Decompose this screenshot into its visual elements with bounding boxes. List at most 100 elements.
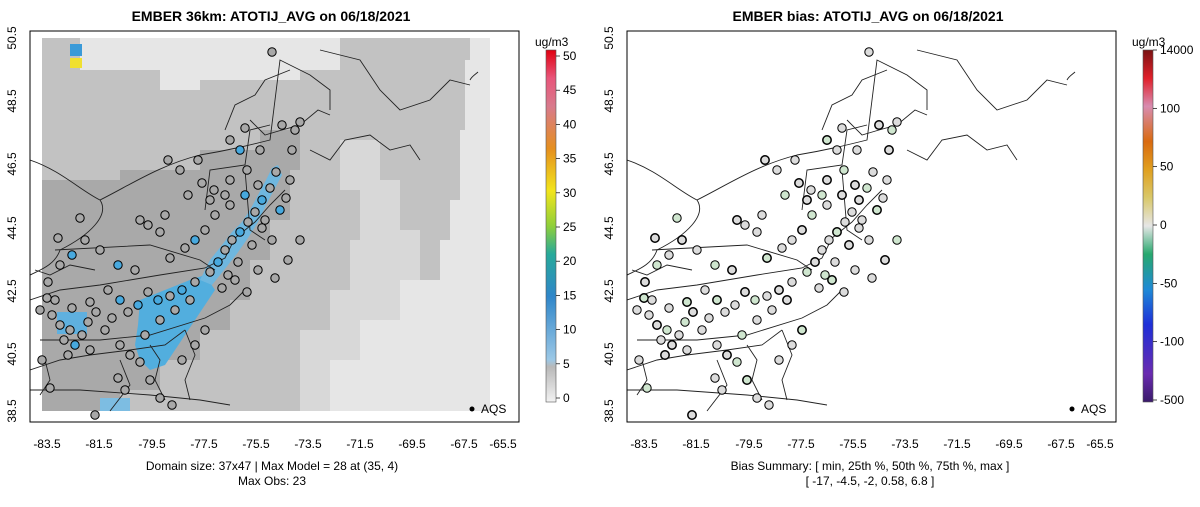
aqs-station-marker (160, 210, 170, 220)
left-map-panel: EMBER 36km: ATOTIJ_AVG on 06/18/2021 (5, 8, 577, 488)
aqs-station-marker (103, 285, 113, 295)
y-tick-label: 46.5 (5, 152, 19, 176)
y-tick-label: 48.5 (5, 89, 19, 113)
x-tick-label: -69.5 (995, 437, 1023, 451)
aqs-bias-marker (790, 155, 800, 165)
left-map-frame (29, 30, 520, 423)
aqs-station-marker (285, 175, 295, 185)
aqs-bias-marker (850, 180, 860, 190)
aqs-station-marker (242, 165, 252, 175)
aqs-station-marker (190, 235, 200, 245)
aqs-station-marker (107, 313, 117, 323)
aqs-bias-marker (892, 117, 902, 127)
aqs-station-marker (240, 123, 250, 133)
aqs-station-marker (145, 375, 155, 385)
aqs-station-marker (287, 145, 297, 155)
aqs-station-marker (243, 217, 253, 227)
aqs-bias-marker (764, 400, 774, 410)
aqs-bias-marker (827, 275, 837, 285)
aqs-bias-marker (632, 305, 642, 315)
x-tick-label: -77.5 (190, 437, 218, 451)
aqs-bias-marker (864, 235, 874, 245)
aqs-bias-marker (817, 245, 827, 255)
aqs-bias-marker (737, 330, 747, 340)
aqs-bias-marker (730, 300, 740, 310)
aqs-station-marker (260, 215, 270, 225)
aqs-bias-marker (780, 190, 790, 200)
colorbar-tick-label: -100 (1160, 335, 1184, 349)
aqs-station-marker (230, 275, 240, 285)
colorbar-tick-label: 0 (563, 391, 570, 405)
aqs-station-marker (47, 310, 57, 320)
colorbar-tick-label: -50 (1160, 276, 1178, 290)
aqs-bias-marker (820, 270, 830, 280)
aqs-bias-marker (824, 235, 834, 245)
aqs-bias-marker (680, 317, 690, 327)
aqs-station-marker (140, 330, 150, 340)
boundaries (30, 49, 479, 412)
aqs-station-marker (85, 297, 95, 307)
aqs-station-marker (197, 178, 207, 188)
aqs-bias-marker (710, 260, 720, 270)
aqs-bias-marker (672, 213, 682, 223)
aqs-bias-marker (640, 277, 650, 287)
aqs-bias-marker (837, 190, 847, 200)
aqs-bias-marker (787, 340, 797, 350)
right-map-plot-area (627, 31, 1116, 422)
left-colorbar-ramp (545, 49, 557, 403)
y-tick-label: 40.5 (5, 342, 19, 366)
aqs-bias-marker (652, 260, 662, 270)
aqs-station-marker (255, 145, 265, 155)
aqs-bias-marker (822, 135, 832, 145)
aqs-bias-marker (887, 125, 897, 135)
x-tick-label: -75.5 (242, 437, 270, 451)
aqs-station-marker (43, 277, 53, 287)
colorbar-tick-label: 50 (563, 49, 577, 63)
x-tick-label: -73.5 (294, 437, 322, 451)
aqs-bias-marker (874, 120, 884, 130)
aqs-bias-marker (787, 235, 797, 245)
aqs-station-marker (225, 135, 235, 145)
y-tick-label: 46.5 (602, 152, 616, 176)
aqs-station-marker (143, 220, 153, 230)
x-tick-label: -71.5 (346, 437, 374, 451)
aqs-bias-marker (837, 123, 847, 133)
colorbar-tick-label: 25 (563, 220, 577, 234)
aqs-bias-marker (867, 273, 877, 283)
right-map-panel: EMBER bias: ATOTIJ_AVG on 06/18/2021 (602, 8, 1194, 488)
x-tick-label: -83.5 (33, 437, 61, 451)
aqs-station-marker (91, 307, 101, 317)
aqs-legend-label: AQS (1081, 402, 1106, 416)
left-y-axis: 50.5 48.5 46.5 44.5 42.5 40.5 38.5 (5, 26, 19, 423)
aqs-bias-marker (864, 47, 874, 57)
aqs-station-marker (275, 205, 285, 215)
aqs-station-marker (270, 273, 280, 283)
aqs-bias-marker (634, 355, 644, 365)
aqs-station-marker (53, 233, 63, 243)
x-tick-label: -81.5 (85, 437, 113, 451)
aqs-station-marker (235, 145, 245, 155)
aqs-station-marker (85, 345, 95, 355)
aqs-station-marker (233, 257, 243, 267)
aqs-station-marker (135, 215, 145, 225)
aqs-station-marker (42, 293, 52, 303)
aqs-bias-marker (727, 265, 737, 275)
aqs-bias-marker (710, 373, 720, 383)
aqs-bias-marker (752, 227, 762, 237)
aqs-bias-marker (787, 277, 797, 287)
model-field-yellow-cell (70, 58, 82, 68)
aqs-bias-marker (830, 257, 840, 267)
colorbar-tick-label: 5 (563, 357, 570, 371)
aqs-station-marker (70, 340, 80, 350)
y-tick-label: 40.5 (602, 342, 616, 366)
aqs-bias-marker (868, 167, 878, 177)
aqs-station-marker (100, 325, 110, 335)
aqs-bias-marker (752, 393, 762, 403)
aqs-bias-marker (884, 145, 894, 155)
aqs-bias-marker (852, 145, 862, 155)
aqs-station-marker (205, 267, 215, 277)
aqs-station-marker (200, 225, 210, 235)
aqs-station-marker (65, 325, 75, 335)
aqs-bias-marker (652, 320, 662, 330)
